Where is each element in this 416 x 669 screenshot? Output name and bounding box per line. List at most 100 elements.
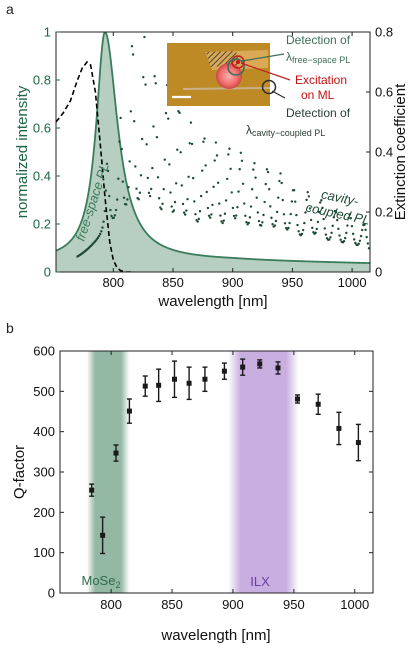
y-tick-label-left: 0.4 [33, 169, 51, 184]
cavity-pl-point [365, 235, 368, 239]
panel-b-plot: 800 850 900 950 1000 0 100 200 300 400 500 600 [33, 344, 374, 612]
cavity-pl-point [252, 168, 255, 171]
inset-micrograph [167, 43, 277, 106]
cavity-pl-point [261, 221, 264, 224]
q-factor-marker [315, 401, 321, 407]
cavity-pl-point [194, 212, 197, 216]
band-ilx [228, 351, 299, 593]
q-factor-point [315, 393, 321, 416]
cavity-pl-point [214, 141, 218, 144]
cavity-pl-point [139, 174, 143, 177]
cavity-pl-point [230, 191, 233, 194]
cavity-pl-point [127, 185, 130, 189]
cavity-pl-point [250, 188, 254, 191]
cavity-pl-point [213, 159, 216, 162]
x-axis-label-b: wavelength [nm] [160, 627, 270, 644]
cavity-pl-point [156, 176, 160, 179]
cavity-pl-point [134, 165, 137, 168]
cavity-pl-point [198, 210, 202, 213]
q-factor-marker [257, 361, 263, 367]
cavity-pl-point [98, 232, 102, 236]
cavity-pl-point [104, 189, 108, 192]
cavity-pl-point [184, 213, 187, 216]
cavity-pl-point [148, 194, 152, 198]
cavity-pl-point [264, 182, 267, 186]
q-factor-point [186, 366, 192, 401]
cavity-pl-point [358, 239, 362, 242]
x-tick-label-b: 850 [161, 597, 183, 612]
cavity-pl-point [245, 220, 248, 224]
detection-free-label: Detection of [286, 33, 351, 47]
cavity-pl-point [146, 176, 150, 180]
cavity-pl-point [103, 209, 106, 213]
cavity-pl-point [144, 83, 147, 86]
cavity-pl-point [339, 238, 342, 241]
cavity-pl-point [330, 231, 333, 235]
cavity-pl-point [363, 223, 366, 226]
cavity-pl-point [173, 200, 177, 204]
cavity-pl-point [305, 198, 308, 202]
q-factor-point [113, 444, 119, 462]
excitation-label-2: on ML [301, 88, 335, 102]
cavity-pl-point [118, 140, 121, 143]
cavity-pl-point [309, 218, 313, 222]
cavity-pl-point [208, 216, 212, 219]
cavity-pl-point [248, 216, 252, 219]
cavity-pl-point [267, 188, 271, 191]
cavity-pl-point [219, 214, 222, 217]
cavity-pl-point [331, 224, 334, 228]
q-factor-marker [221, 368, 227, 374]
x-tick-label-b: 950 [283, 597, 305, 612]
cavity-pl-point [224, 199, 228, 202]
cavity-pl-point [163, 158, 167, 161]
cavity-pl-point [109, 208, 112, 212]
cavity-pl-point [343, 236, 347, 240]
cavity-pl-point [237, 190, 240, 193]
x-tick-label-a: 1000 [338, 275, 367, 290]
q-factor-marker [186, 380, 192, 386]
panel-label-a: a [6, 1, 14, 17]
x-axis-label-a: wavelength [nm] [157, 293, 267, 310]
cavity-pl-point [277, 196, 280, 199]
cavity-pl-point [337, 227, 340, 231]
cavity-pl-point [215, 154, 219, 157]
cavity-pl-point [314, 231, 317, 234]
y-tick-label-left: 0.6 [33, 121, 51, 136]
cavity-pl-point [187, 175, 190, 178]
cavity-pl-point [359, 234, 363, 238]
cavity-pl-point [137, 198, 140, 201]
x-tick-label-b: 800 [100, 597, 122, 612]
panel-a-axes: 800 850 900 950 1000 0 0.2 0.4 0.6 0.8 1 0 0.2 0.4 0.6… [33, 25, 393, 291]
cavity-pl-point [360, 228, 364, 232]
q-factor-marker [336, 425, 342, 431]
cavity-pl-point [133, 120, 136, 123]
y-tick-label-b: 300 [33, 465, 55, 480]
cavity-pl-point [260, 224, 263, 227]
cavity-pl-point [243, 202, 246, 205]
cavity-pl-point [239, 151, 243, 154]
cavity-pl-point [180, 184, 184, 187]
q-factor-point [221, 362, 227, 380]
q-factor-point [355, 423, 361, 462]
q-factor-point [202, 366, 208, 393]
cavity-pl-point [334, 211, 338, 214]
cavity-pl-point [197, 217, 201, 221]
cavity-pl-point [151, 166, 154, 170]
cavity-pl-point [212, 185, 215, 189]
cavity-pl-point [110, 214, 113, 218]
panel-b-points [89, 358, 361, 555]
x-tick-label-b: 1000 [340, 597, 369, 612]
q-factor-marker [100, 532, 106, 538]
cavity-pl-point [142, 75, 145, 79]
y-tick-label-left: 0.2 [33, 217, 51, 232]
extinction-coefficient-line [56, 60, 132, 272]
cavity-pl-point [275, 210, 279, 214]
y-tick-label-right: 0 [375, 265, 382, 280]
cavity-pl-point [186, 197, 189, 201]
cavity-pl-point [179, 151, 182, 154]
q-factor-point [240, 358, 246, 376]
cavity-pl-point [283, 222, 287, 225]
cavity-pl-point [315, 227, 319, 231]
cavity-pl-point [112, 216, 115, 219]
